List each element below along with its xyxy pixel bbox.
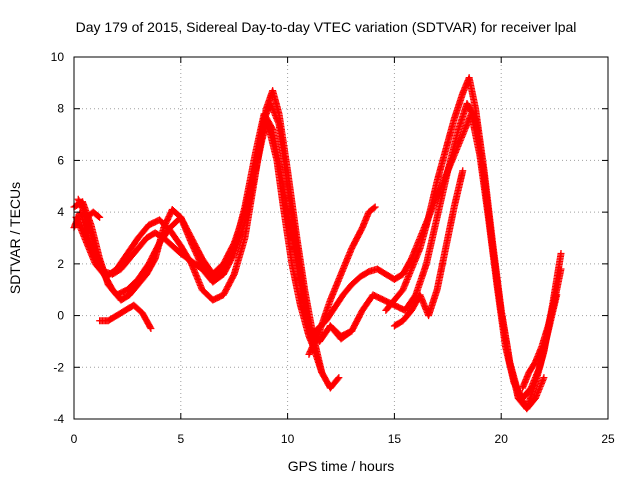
grid-lines bbox=[74, 57, 608, 419]
satellite-track-4 bbox=[74, 110, 326, 376]
y-tick-label: 4 bbox=[57, 205, 64, 219]
data-point bbox=[146, 323, 154, 331]
satellite-track-11 bbox=[390, 167, 467, 330]
satellite-track-3 bbox=[70, 100, 356, 345]
data-point bbox=[370, 204, 378, 212]
x-axis-label: GPS time / hours bbox=[288, 458, 395, 474]
x-tick-label: 15 bbox=[388, 432, 402, 446]
data-point bbox=[95, 212, 103, 220]
data-point bbox=[459, 167, 467, 175]
x-tick-label: 25 bbox=[601, 432, 615, 446]
chart-title: Day 179 of 2015, Sidereal Day-to-day VTE… bbox=[76, 19, 577, 35]
y-tick-label: 0 bbox=[57, 309, 64, 323]
y-tick-label: -2 bbox=[53, 360, 64, 374]
plot-frame bbox=[73, 56, 609, 420]
data-point bbox=[540, 374, 548, 382]
x-tick-label: 5 bbox=[177, 432, 184, 446]
data-point bbox=[335, 374, 343, 382]
satellite-track-2 bbox=[72, 87, 343, 392]
data-point bbox=[147, 325, 155, 332]
data-point bbox=[318, 368, 326, 376]
data-point bbox=[557, 265, 565, 273]
y-tick-label: 2 bbox=[57, 257, 64, 271]
x-tick-label: 20 bbox=[495, 432, 509, 446]
y-tick-label: 6 bbox=[57, 153, 64, 167]
y-tick-label: 10 bbox=[51, 50, 65, 64]
x-tick-label: 10 bbox=[281, 432, 295, 446]
x-tick-label: 0 bbox=[71, 432, 78, 446]
satellite-track-6 bbox=[83, 208, 104, 221]
satellite-track-12 bbox=[519, 265, 565, 392]
data-point bbox=[96, 213, 104, 221]
plot-series bbox=[70, 74, 565, 413]
data-point bbox=[557, 250, 565, 258]
axis-ticks: 0 5 10 15 20 25 -4 -2 0 2 4 6 8 10 bbox=[51, 50, 615, 446]
y-axis-label: SDTVAR / TECUs bbox=[7, 182, 23, 294]
satellite-track-10 bbox=[382, 74, 548, 413]
y-tick-label: -4 bbox=[53, 412, 64, 426]
satellite-track-5 bbox=[96, 301, 155, 332]
data-point bbox=[371, 203, 379, 211]
satellite-track-7 bbox=[305, 203, 379, 358]
data-point bbox=[334, 375, 342, 383]
y-tick-label: 8 bbox=[57, 102, 64, 116]
